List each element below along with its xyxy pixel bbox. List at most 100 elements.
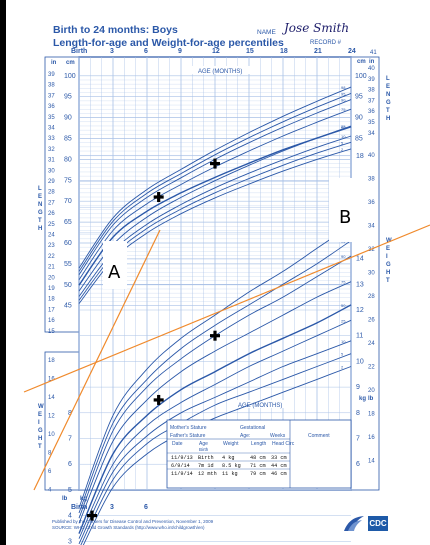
label-a-box <box>103 241 127 289</box>
age-label-top: AGE (MONTHS) <box>198 69 242 75</box>
table-mothers-stature: Mother's Stature <box>170 425 207 431</box>
table-column-header: Age <box>199 441 208 447</box>
weight-kg-tick-right: 8 <box>356 410 360 417</box>
table-cell: 44 cm <box>271 463 287 469</box>
length-word-left-letter: E <box>38 194 42 200</box>
length-in-tick-left: 16 <box>48 318 55 324</box>
age-label-bg-top <box>190 66 250 74</box>
table-gestational-age: Age: <box>240 433 250 439</box>
length-cm-tick-left: 60 <box>64 240 72 247</box>
table-cell: 7m 1d <box>198 463 214 469</box>
length-in-tick-left: 15 <box>48 329 55 335</box>
length-word-right-letter: N <box>386 92 390 98</box>
weight-kg-tick-right: 7 <box>356 436 360 443</box>
length-in-tick-left: 31 <box>48 158 55 164</box>
weight-word-left-letter: E <box>38 412 42 418</box>
top-month-label: 15 <box>246 48 254 55</box>
unit-lb-left: lb <box>62 496 68 502</box>
length-in-tick-right: 34 <box>368 131 375 137</box>
weight-percentile-curve-5 <box>80 353 352 545</box>
table-cell: 11/9/13 <box>171 455 193 461</box>
length-in-tick-left: 22 <box>48 254 55 260</box>
weight-word-right-letter: E <box>386 246 390 252</box>
length-percentile-curve-98 <box>78 86 352 269</box>
bottom-month-label: 6 <box>144 504 148 511</box>
length-percentile-label: 90 <box>341 98 346 103</box>
weight-lb-tick-right: 18 <box>368 412 375 418</box>
table-birth-sublabel: Birth <box>199 447 209 452</box>
unit-cm-left: cm <box>66 60 75 66</box>
weight-kg-tick-left: 5 <box>68 487 72 494</box>
weight-lb-tick-left: 14 <box>48 395 55 401</box>
weight-percentile-label: 50 <box>341 303 346 308</box>
weight-word-right-letter: W <box>386 238 392 244</box>
length-cm-tick-left: 45 <box>64 303 72 310</box>
length-cm-tick-left: 95 <box>64 94 72 101</box>
table-cell: 12 mth <box>198 471 217 477</box>
length-percentile-label: 98 <box>341 85 346 90</box>
table-column-header: Date <box>172 441 183 447</box>
length-measurement-marker <box>210 158 220 169</box>
weight-percentile-curve-98 <box>78 224 352 509</box>
length-in-tick-left: 30 <box>48 168 55 174</box>
weight-lb-tick-right: 40 <box>368 153 375 159</box>
weight-kg-tick-left: 6 <box>68 461 72 468</box>
weight-word-left-letter: G <box>38 428 43 434</box>
top-month-label: 21 <box>314 48 322 55</box>
length-cm-tick-right: 90 <box>355 115 363 122</box>
length-word-right-letter: L <box>386 76 390 82</box>
record-label: RECORD # <box>310 40 342 46</box>
length-percentile-label: 2 <box>341 147 344 152</box>
weight-percentile-curve-2 <box>82 366 352 545</box>
length-in-tick-left: 28 <box>48 190 55 196</box>
bottom-month-label: 3 <box>110 504 114 511</box>
length-percentile-label: 75 <box>341 107 346 112</box>
length-measurement-marker <box>153 192 164 203</box>
unit-lb-right: lb <box>368 396 374 402</box>
table-cell: 33 cm <box>271 455 287 461</box>
table-cell: 11/9/14 <box>171 471 193 477</box>
measurement-table <box>166 419 352 489</box>
weight-lb-tick-left: 18 <box>48 358 55 364</box>
eagle-icon <box>344 516 364 531</box>
length-in-tick-left: 25 <box>48 222 55 228</box>
weight-lb-tick-right: 14 <box>368 459 375 465</box>
length-in-tick-right: 35 <box>368 120 375 126</box>
unit-in-left: in <box>51 60 57 66</box>
weight-word-right-letter: G <box>386 262 391 268</box>
length-percentile-label: 95 <box>341 91 346 96</box>
length-word-left-letter: T <box>38 218 42 224</box>
weight-lb-tick-right: 24 <box>368 341 375 347</box>
annotation-line-a <box>33 229 161 491</box>
weight-measurement-marker-v <box>90 510 94 521</box>
length-cm-tick-right: 85 <box>355 136 363 143</box>
weight-measurement-marker <box>210 330 220 341</box>
weight-word-right-letter: H <box>386 270 390 276</box>
length-word-left-letter: L <box>38 186 42 192</box>
top-month-label: 6 <box>144 48 148 55</box>
length-measurement-marker-v <box>157 192 161 203</box>
length-in-tick-left: 33 <box>48 136 55 142</box>
length-cm-tick-right: 95 <box>355 94 363 101</box>
weight-kg-tick-left: 4 <box>68 513 72 520</box>
footer-published: Published by the Centers for Disease Con… <box>52 519 214 524</box>
length-in-tick-left: 20 <box>48 275 55 281</box>
length-in-tick-right: 37 <box>368 98 375 104</box>
length-percentile-curve-95 <box>78 92 352 272</box>
weight-percentile-label: 90 <box>341 254 346 259</box>
weight-lb-tick-left: 4 <box>48 488 52 494</box>
top-month-label: 3 <box>110 48 114 55</box>
length-in-tick-left: 32 <box>48 147 55 153</box>
weight-word-left-letter: I <box>38 420 40 426</box>
length-in-tick-left: 21 <box>48 265 55 271</box>
weight-kg-tick-right: 12 <box>356 307 364 314</box>
length-in-tick-right: 39 <box>368 77 375 83</box>
top-month-label: 12 <box>212 48 220 55</box>
length-percentile-label: 50 <box>341 125 346 130</box>
weight-lb-tick-left: 10 <box>48 432 55 438</box>
length-word-left-letter: G <box>38 210 43 216</box>
length-word-left-letter: H <box>38 226 42 232</box>
length-in-tick-left: 26 <box>48 211 55 217</box>
